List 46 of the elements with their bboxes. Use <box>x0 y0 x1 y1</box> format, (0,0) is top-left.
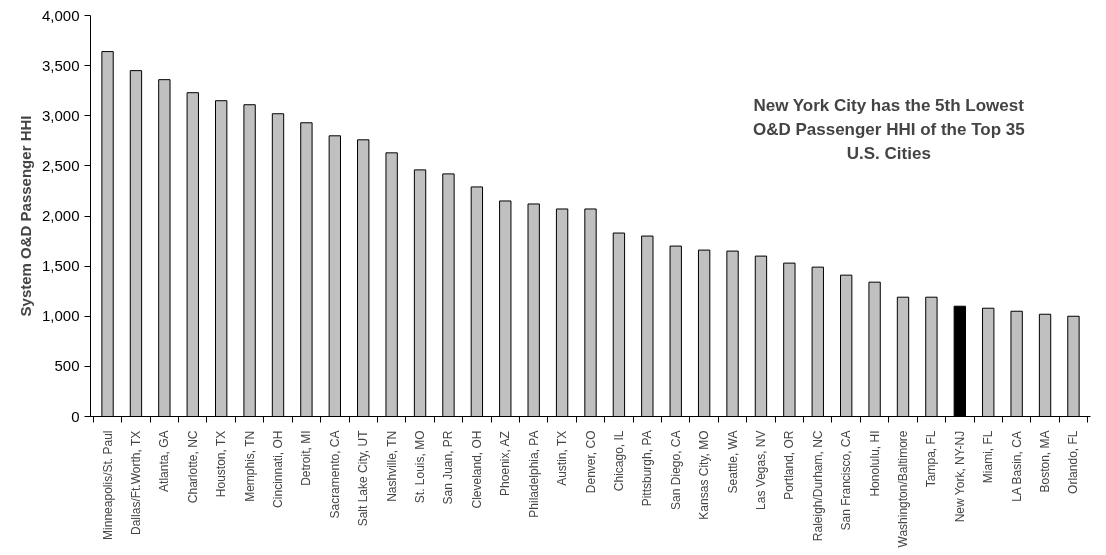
y-axis-title: System O&D Passenger HHI <box>16 115 34 317</box>
x-tick-label: Minneapolis/St. Paul <box>100 430 115 540</box>
x-tick-label: Chicago, IL <box>611 430 626 492</box>
x-tick-label: Seattle, WA <box>725 430 740 494</box>
x-tick-label: Detroit, MI <box>299 430 314 486</box>
annotation: New York City has the 5th Lowest O&D Passenger HHI of the Top 35 U.S. Cities <box>752 95 1025 163</box>
x-tick-label: Cleveland, OH <box>469 430 484 509</box>
x-tick-label: Portland, OR <box>782 430 797 500</box>
x-tick-label: Nashville, TN <box>384 430 399 502</box>
y-tick-label: 2,500 <box>41 156 80 174</box>
x-tick-label: Orlando, FL <box>1066 430 1081 494</box>
x-tick-label: San Diego, CA <box>668 430 683 510</box>
y-tick-label: 1,000 <box>41 307 80 325</box>
x-tick-label: Sacramento, CA <box>327 430 342 519</box>
x-tick-label: Austin, TX <box>555 430 570 486</box>
x-tick-label: Salt Lake City, UT <box>356 429 371 527</box>
y-tick-label: 4,000 <box>41 6 80 24</box>
x-tick-label: Phoenix, AZ <box>498 431 513 496</box>
x-tick-label: Honolulu, HI <box>867 430 882 497</box>
x-tick-label: Boston, MA <box>1038 430 1053 493</box>
x-tick-label: Tampa, FL <box>924 430 939 488</box>
x-tick-label: Dallas/Ft.Worth, TX <box>128 430 143 535</box>
x-tick-label: Cincinnati, OH <box>271 430 285 508</box>
x-tick-label: Charlotte, NC <box>185 430 200 504</box>
x-tick-label: LA Basin, CA <box>1009 431 1024 502</box>
y-tick-label: 0 <box>71 407 80 425</box>
x-tick-label: Memphis, TN <box>242 430 257 502</box>
x-tick-label: Washington/Baltimore <box>896 430 910 548</box>
x-tick-label: San Francisco, CA <box>839 430 854 531</box>
x-tick-label: Atlanta, GA <box>157 430 172 492</box>
x-tick-label: Las Vegas, NV <box>753 430 768 510</box>
y-tick-label: 2,000 <box>41 207 80 224</box>
x-tick-label: Philadelphia, PA <box>526 430 541 518</box>
x-tick-label: Kansas City, MO <box>697 430 712 520</box>
x-tick-label: Raleigh/Durham, NC <box>810 430 825 542</box>
y-tick-label: 500 <box>54 357 80 375</box>
x-tick-label: San Juan, PR <box>441 430 456 505</box>
x-tick-label: Denver, CO <box>583 430 598 494</box>
x-tick-label: Miami, FL <box>981 430 996 484</box>
x-tick-label: Pittsburgh, PA <box>640 430 655 507</box>
y-tick-label: 1,500 <box>41 257 80 275</box>
x-tick-label: Houston, TX <box>214 430 229 498</box>
y-tick-label: 3,000 <box>41 106 80 124</box>
x-tick-label: New York, NY-NJ <box>952 430 967 523</box>
y-tick-label: 3,500 <box>41 56 80 74</box>
x-tick-label: St. Louis, MO <box>413 430 428 504</box>
